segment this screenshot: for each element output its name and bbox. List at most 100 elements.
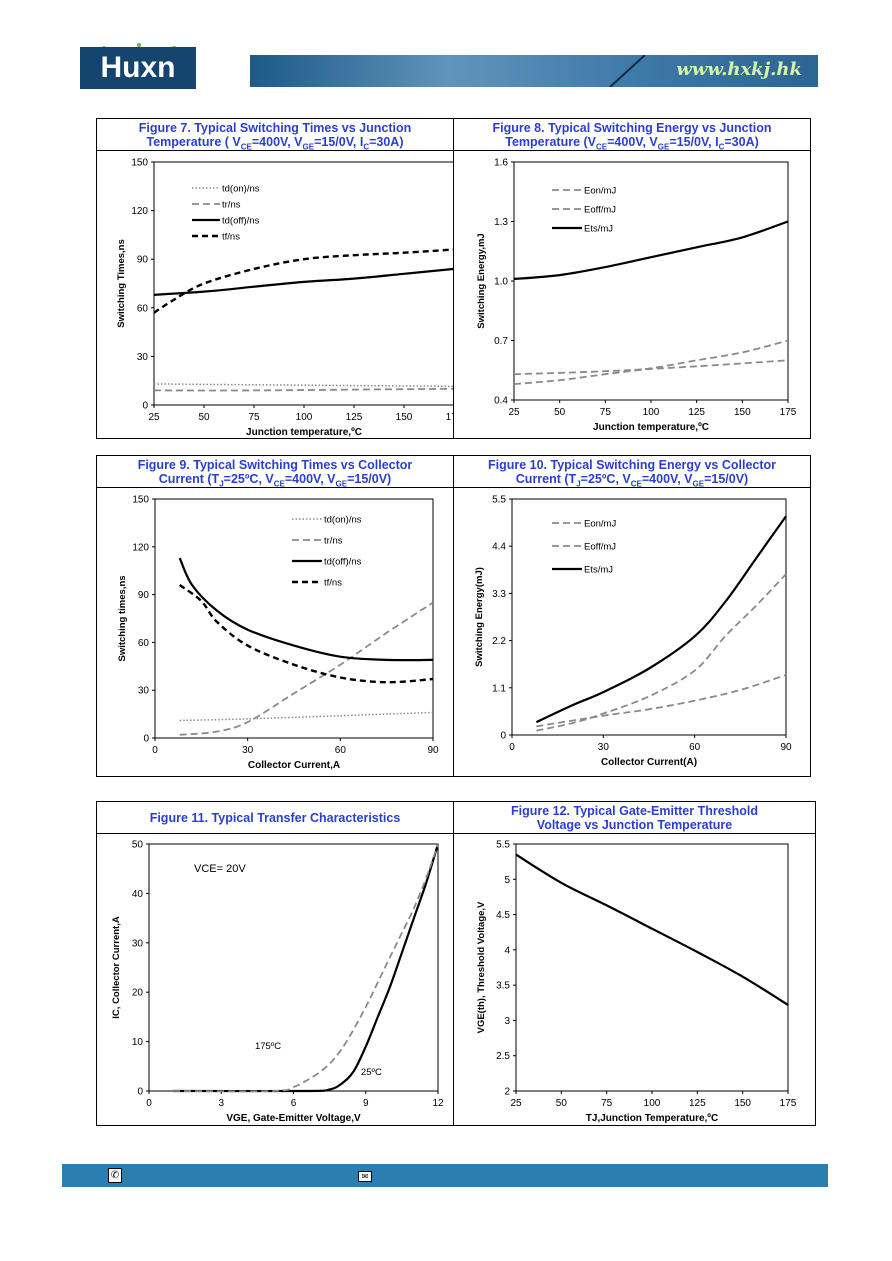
x-tick-label: 0	[146, 1098, 152, 1109]
x-tick-label: 0	[509, 742, 515, 753]
plot-area	[153, 161, 453, 406]
y-axis-label: VGE(th), Threshold Voltage,V	[476, 901, 487, 1033]
x-tick-label: 12	[432, 1098, 444, 1109]
chart-title-line-1: Figure 7. Typical Switching Times vs Jun…	[138, 121, 412, 135]
chart-title: Figure 8. Typical Switching Energy vs Ju…	[454, 119, 810, 152]
chart-svg: 25 50 75 100 125 150 175 2 2.5 3 3.5 4 4.5 5 5.5 TJ,Jun…	[476, 840, 797, 1125]
x-tick-label: 150	[396, 412, 413, 423]
y-tick-label: 4	[504, 945, 510, 956]
website-url[interactable]: www.hxkj.hk	[676, 59, 802, 80]
y-tick-label: 90	[138, 590, 150, 601]
y-axis-label: IC, Collector Current,A	[111, 916, 122, 1019]
x-tick-label: 90	[780, 742, 792, 753]
x-tick-label: 25	[148, 412, 160, 423]
chart-title-line-1: Figure 9. Typical Switching Times vs Col…	[137, 458, 413, 472]
series-line-1	[173, 843, 439, 1093]
y-tick-label: 10	[132, 1037, 144, 1048]
plot-area	[154, 498, 434, 739]
y-tick-label: 30	[132, 938, 144, 949]
y-tick-label: 150	[132, 495, 149, 506]
legend-label: tf/ns	[222, 232, 240, 243]
x-tick-label: 100	[643, 407, 660, 418]
legend-label: Eon/mJ	[584, 519, 616, 530]
y-tick-label: 0	[143, 734, 149, 745]
x-tick-label: 50	[554, 407, 566, 418]
curve-label-25c: 25ºC	[361, 1067, 382, 1078]
x-tick-label: 175	[780, 407, 797, 418]
y-tick-label: 0.7	[494, 336, 508, 347]
x-tick-label: 125	[346, 412, 363, 423]
legend-label: Ets/mJ	[584, 565, 613, 576]
x-tick-label: 0	[152, 745, 158, 756]
chart-title-line-2: Current (TJ=25ºC, VCE=400V, VGE=15/0V)	[515, 472, 749, 489]
legend-label: td(off)/ns	[222, 216, 260, 227]
legend-label: Ets/mJ	[584, 224, 613, 235]
y-tick-label: 4.4	[492, 542, 506, 553]
x-tick-label: 150	[734, 407, 751, 418]
chart-svg: 0 3 6 9 12 0 10 20 30 40 50 VGE, Gate-Emitter Volta…	[111, 840, 444, 1125]
y-tick-label: 20	[132, 988, 144, 999]
series-line-2	[178, 557, 434, 662]
chart-title-line-2: Temperature (VCE=400V, VGE=15/0V, IC=30A…	[505, 135, 759, 152]
mail-icon[interactable]: ✉	[358, 1171, 372, 1182]
x-tick-label: 75	[248, 412, 260, 423]
chart-title-line-2: Temperature ( VCE=400V, VGE=15/0V, IC=30…	[146, 135, 404, 152]
y-tick-label: 0.4	[494, 396, 508, 407]
chart-title: Figure 9. Typical Switching Times vs Col…	[97, 456, 453, 489]
figure-11-panel: Figure 11. Typical Transfer Characterist…	[96, 801, 454, 1126]
chart-svg: 0 30 60 90 0 30 60 90 120 150 Collector Current,A S…	[117, 495, 439, 772]
y-tick-label: 1.3	[494, 217, 508, 228]
chart-title-line-1: Figure 10. Typical Switching Energy vs C…	[487, 458, 777, 472]
series-line-0	[173, 843, 440, 1093]
legend-label: td(on)/ns	[324, 515, 362, 526]
legend-label: Eon/mJ	[584, 186, 616, 197]
chart-title: Figure 7. Typical Switching Times vs Jun…	[97, 119, 453, 152]
x-tick-label: 6	[291, 1098, 297, 1109]
series-line-2	[535, 515, 787, 724]
curve-label-175c: 175ºC	[255, 1041, 281, 1052]
phone-icon[interactable]: ✆	[108, 1168, 122, 1183]
y-tick-label: 2.2	[492, 636, 506, 647]
series-line-3	[178, 584, 434, 684]
y-tick-label: 5.5	[496, 840, 510, 851]
series-line-1	[179, 601, 434, 736]
series-line-2	[513, 220, 789, 281]
y-tick-label: 3.5	[496, 981, 510, 992]
footer-bar: ✆ ✉	[62, 1164, 828, 1187]
legend-label: Eoff/mJ	[584, 205, 616, 216]
x-tick-label: 60	[335, 745, 347, 756]
chart-title-line-2: Current (TJ=25ºC, VCE=400V, VGE=15/0V)	[158, 472, 392, 489]
series-line-1	[513, 339, 789, 385]
x-axis-label: Collector Current(A)	[601, 757, 697, 768]
x-axis-label: TJ,Junction Temperature,ºC	[586, 1113, 718, 1124]
x-tick-label: 9	[363, 1098, 369, 1109]
figure-7-panel: Figure 7. Typical Switching Times vs Jun…	[96, 118, 454, 439]
x-tick-label: 150	[734, 1098, 751, 1109]
x-tick-label: 175	[446, 412, 453, 423]
legend-label: td(off)/ns	[324, 557, 362, 568]
y-axis-label: Switching times,ns	[117, 575, 128, 661]
y-tick-label: 120	[132, 542, 149, 553]
y-tick-label: 30	[137, 352, 149, 363]
y-tick-label: 120	[131, 206, 148, 217]
legend-label: td(on)/ns	[222, 184, 260, 195]
y-tick-label: 30	[138, 686, 150, 697]
y-tick-label: 2.5	[496, 1051, 510, 1062]
y-tick-label: 4.5	[496, 910, 510, 921]
chart-title-line-1: Figure 8. Typical Switching Energy vs Ju…	[492, 121, 772, 135]
figure-10-panel: Figure 10. Typical Switching Energy vs C…	[453, 455, 811, 777]
y-tick-label: 5.5	[492, 495, 506, 506]
legend-label: tr/ns	[324, 536, 343, 547]
x-tick-label: 50	[556, 1098, 568, 1109]
series-line-0	[515, 853, 789, 1006]
y-tick-label: 40	[132, 889, 144, 900]
x-axis-label: Collector Current,A	[248, 760, 340, 771]
series-line-1	[153, 387, 453, 392]
legend-label: tf/ns	[324, 578, 342, 589]
chart-svg: 25 50 75 100 125 150 175 0.4 0.7 1.0 1.3 1.6 Junctio…	[476, 158, 797, 434]
chart-title: Figure 12. Typical Gate-Emitter Threshol…	[454, 802, 815, 834]
x-tick-label: 100	[644, 1098, 661, 1109]
y-tick-label: 3	[504, 1016, 510, 1027]
y-tick-label: 3.3	[492, 589, 506, 600]
series-line-2	[153, 267, 453, 296]
